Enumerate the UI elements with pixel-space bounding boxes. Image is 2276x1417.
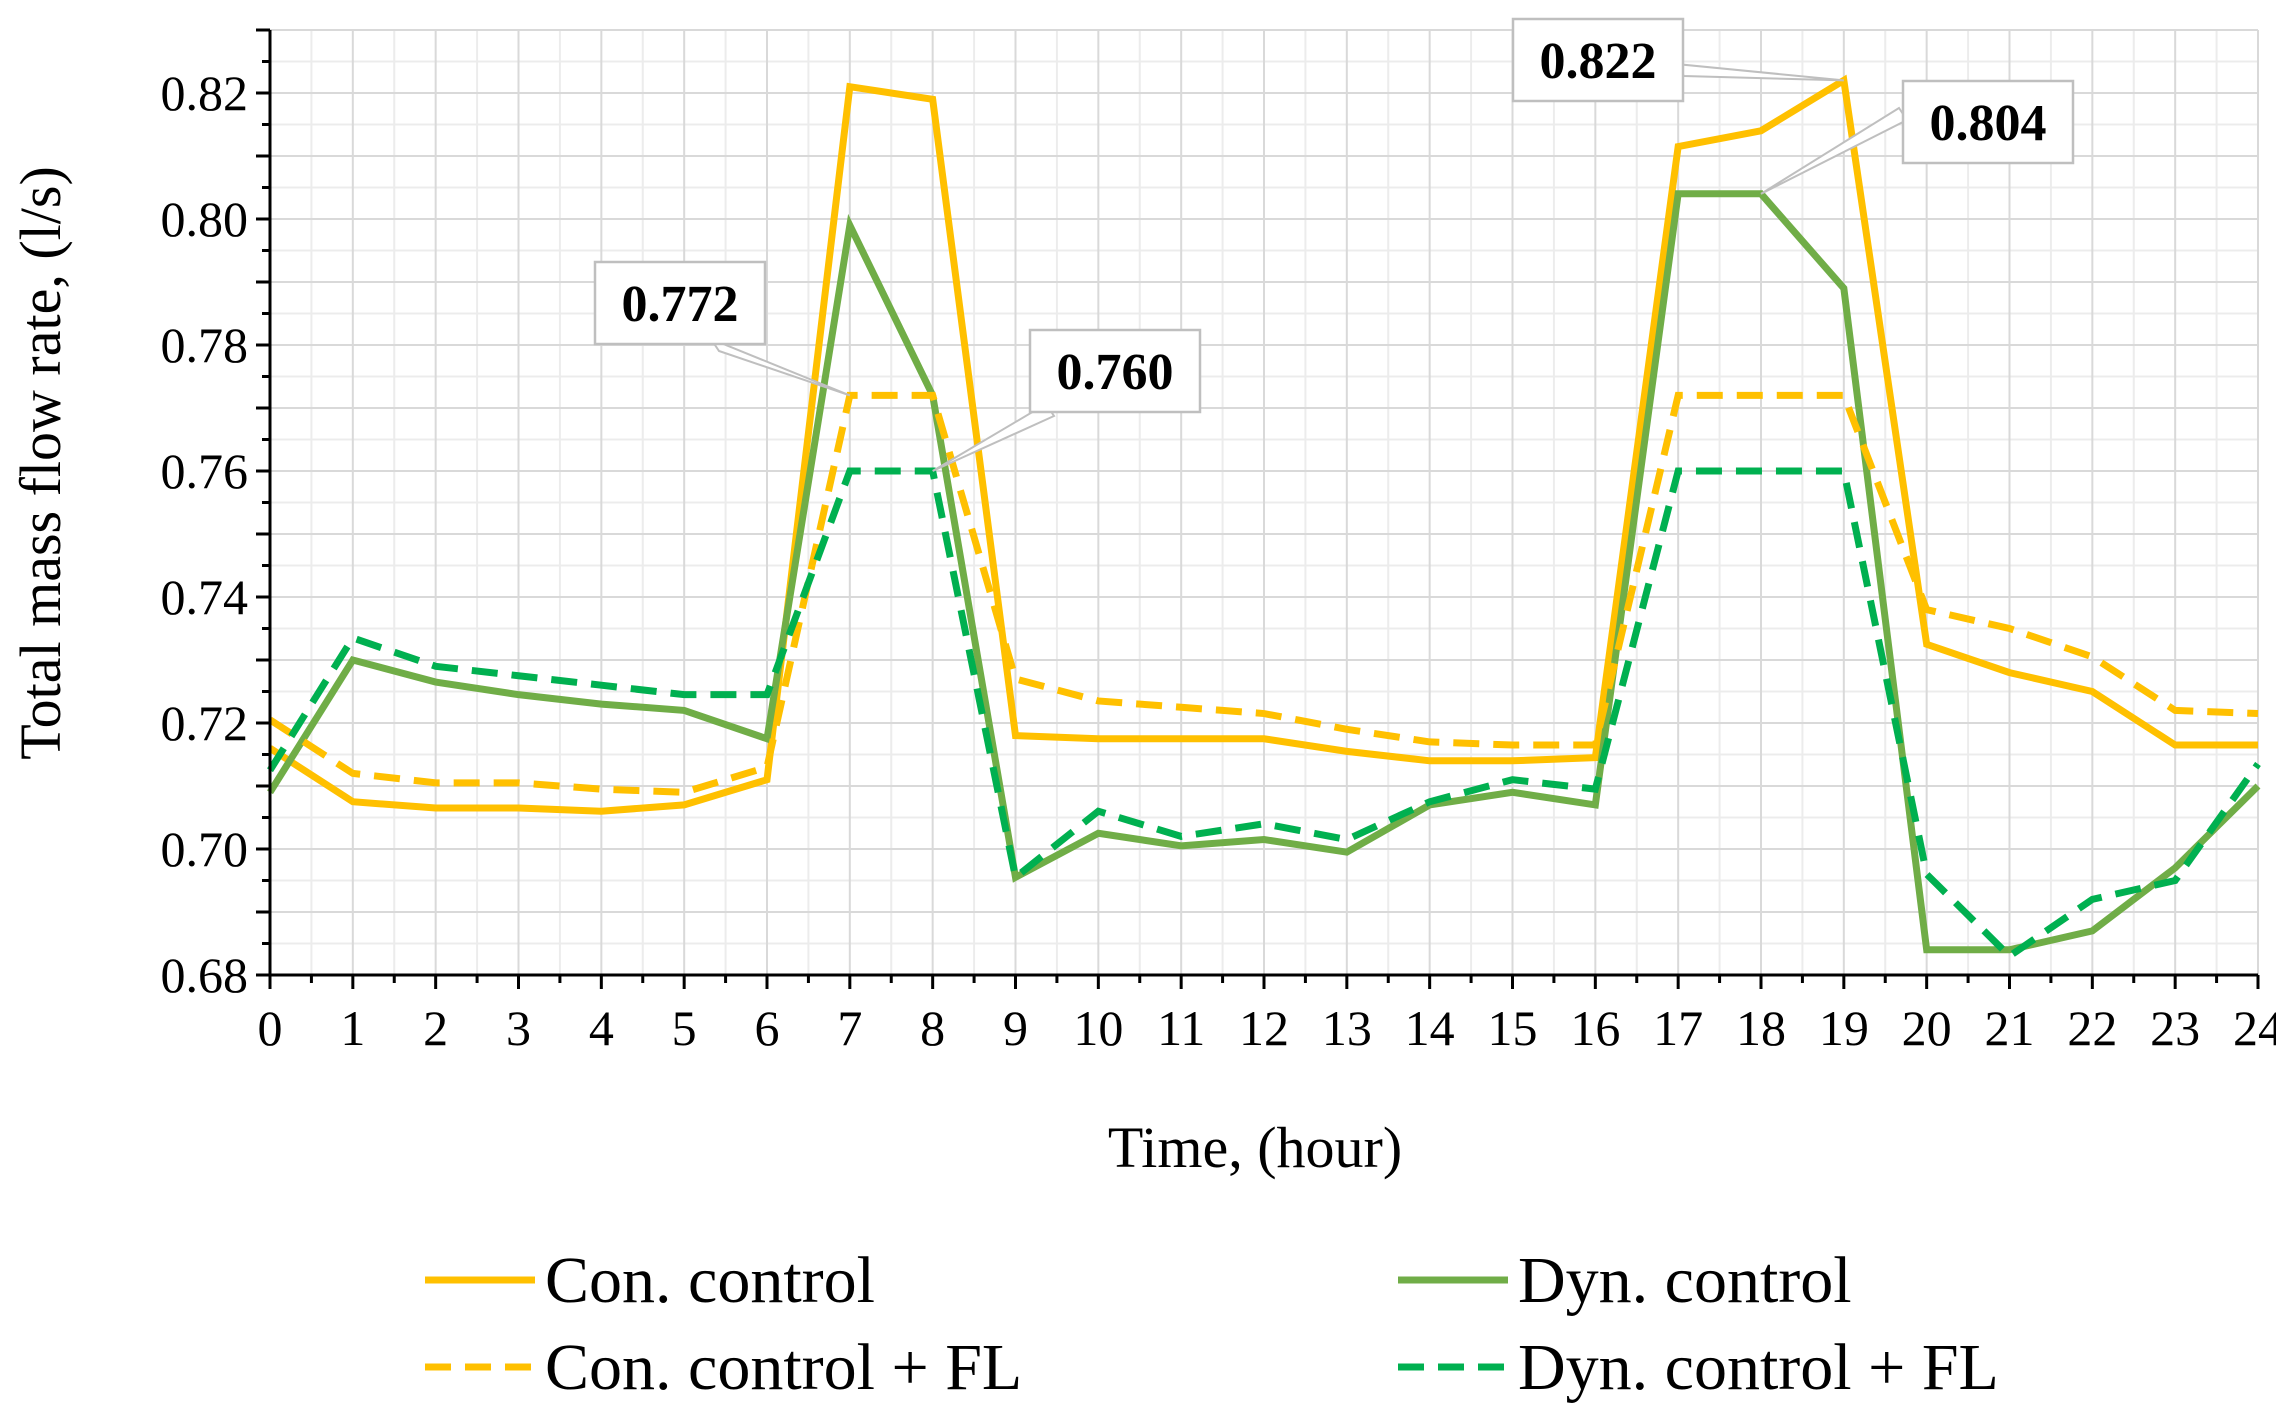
callout-label: 0.772 xyxy=(622,276,739,333)
x-tick-label: 24 xyxy=(2233,1000,2276,1056)
x-tick-label: 12 xyxy=(1239,1000,1289,1056)
callout-box xyxy=(593,260,767,346)
x-tick-label: 10 xyxy=(1073,1000,1123,1056)
x-tick-label: 0 xyxy=(258,1000,283,1056)
x-tick-label: 21 xyxy=(1985,1000,2035,1056)
y-tick-label: 0.68 xyxy=(161,947,249,1003)
x-tick-label: 11 xyxy=(1157,1000,1205,1056)
y-tick-label: 0.78 xyxy=(161,317,249,373)
x-tick-label: 6 xyxy=(755,1000,780,1056)
callout: 0.772 xyxy=(593,260,851,397)
callout-box xyxy=(1901,79,2075,165)
y-tick-label: 0.76 xyxy=(161,443,249,499)
x-tick-label: 2 xyxy=(423,1000,448,1056)
series-line-con-control xyxy=(268,74,2258,815)
x-tick-label: 15 xyxy=(1488,1000,1538,1056)
legend-item: Dyn. control + FL xyxy=(1398,1331,1999,1404)
y-axis-title: Total mass flow rate, (l/s) xyxy=(8,166,73,760)
x-tick-label: 3 xyxy=(506,1000,531,1056)
legend: Con. control Dyn. control Con. control + F… xyxy=(425,1244,1999,1404)
x-tick-label: 22 xyxy=(2067,1000,2117,1056)
callout-box xyxy=(1511,17,1685,103)
legend-item: Dyn. control xyxy=(1398,1244,1852,1317)
x-tick-label: 1 xyxy=(340,1000,365,1056)
legend-label: Dyn. control + FL xyxy=(1518,1331,1999,1404)
x-tick-label: 19 xyxy=(1819,1000,1869,1056)
y-tick-label: 0.74 xyxy=(161,569,249,625)
x-tick-label: 7 xyxy=(837,1000,862,1056)
x-tick-label: 14 xyxy=(1405,1000,1455,1056)
y-tick-label: 0.72 xyxy=(161,695,249,751)
callout: 0.822 xyxy=(1511,17,1844,103)
legend-item: Con. control xyxy=(425,1244,875,1317)
series-lines xyxy=(267,74,2261,961)
legend-label: Con. control xyxy=(545,1244,875,1317)
callout-leader xyxy=(932,402,1056,472)
legend-label: Dyn. control xyxy=(1518,1244,1852,1317)
y-tick-label: 0.80 xyxy=(161,191,249,247)
y-tick-label: 0.70 xyxy=(161,821,249,877)
x-tick-label: 18 xyxy=(1736,1000,1786,1056)
x-tick-label: 23 xyxy=(2150,1000,2200,1056)
y-tick-labels: 0.68 0.70 0.72 0.74 0.76 0.78 0.80 0.82 xyxy=(161,65,249,1003)
callout-label: 0.822 xyxy=(1540,33,1657,90)
callout-label: 0.760 xyxy=(1057,344,1174,401)
x-tick-label: 20 xyxy=(1902,1000,1952,1056)
x-tick-label: 4 xyxy=(589,1000,614,1056)
callout: 0.760 xyxy=(932,328,1202,472)
legend-label: Con. control + FL xyxy=(545,1331,1022,1404)
y-tick-label: 0.82 xyxy=(161,65,249,121)
axes xyxy=(256,28,2260,989)
x-tick-label: 8 xyxy=(920,1000,945,1056)
x-tick-label: 9 xyxy=(1003,1000,1028,1056)
callout-box xyxy=(1028,328,1202,414)
series-line-dyn-control xyxy=(267,190,2261,954)
legend-item: Con. control + FL xyxy=(425,1331,1022,1404)
callout-label: 0.804 xyxy=(1930,95,2047,152)
x-axis-title: Time, (hour) xyxy=(1108,1115,1402,1180)
x-tick-label: 13 xyxy=(1322,1000,1372,1056)
callouts: 0.822 0.804 0.772 0.760 xyxy=(593,17,2075,472)
x-tick-labels: 0 1 2 3 4 5 6 7 8 9 10 11 12 13 14 15 16 17 18 19 20 21 22 23 24 xyxy=(258,1000,2276,1056)
series-line-dyn-control-fl xyxy=(267,467,2261,961)
x-tick-label: 16 xyxy=(1570,1000,1620,1056)
callout: 0.804 xyxy=(1760,79,2075,195)
callout-leader xyxy=(1673,62,1844,82)
x-tick-label: 17 xyxy=(1653,1000,1703,1056)
series-line-con-control-fl xyxy=(268,391,2259,796)
x-tick-label: 5 xyxy=(672,1000,697,1056)
